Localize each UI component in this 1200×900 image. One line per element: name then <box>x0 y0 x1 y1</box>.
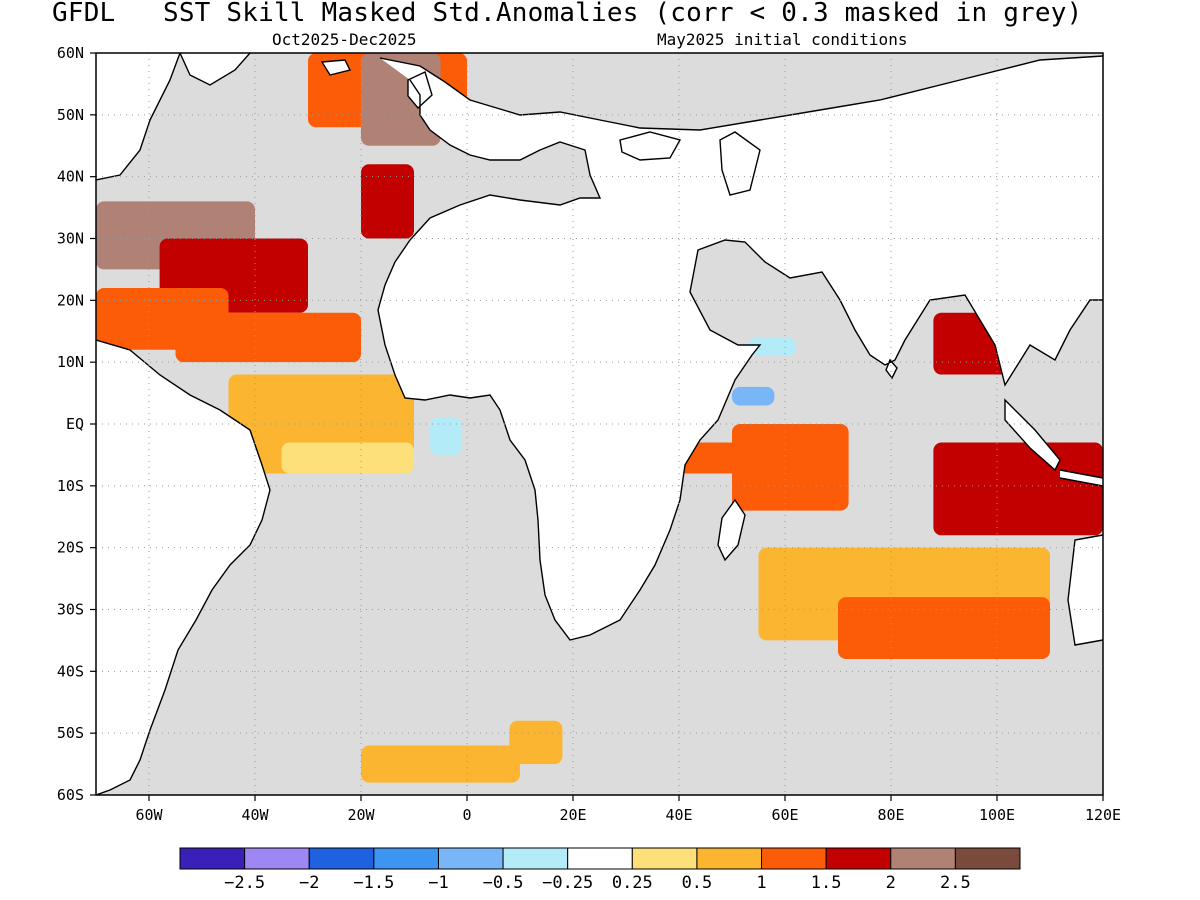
colorbar-label: −2 <box>299 873 319 893</box>
greenland-landmass <box>180 53 250 85</box>
australia-coastline <box>1067 534 1103 646</box>
lat-tick-label: 50N <box>57 106 84 124</box>
lon-tick-label: 60W <box>135 806 163 824</box>
colorbar-label: −0.25 <box>542 873 593 893</box>
lat-tick-label: 20N <box>57 291 84 309</box>
lon-tick-label: 20W <box>347 806 375 824</box>
colorbar-label: 1.5 <box>811 873 842 893</box>
anomaly-region-10 <box>747 337 796 356</box>
madagascar-coastline <box>717 498 746 562</box>
americas-coastline <box>96 53 271 795</box>
anomaly-region-18 <box>361 745 520 783</box>
australia-landmass <box>1068 535 1103 645</box>
colorbar-label: 0.25 <box>612 873 653 893</box>
anomaly-region-9 <box>429 417 462 455</box>
colorbar-label: −1.5 <box>353 873 394 893</box>
lat-tick-label: EQ <box>66 415 84 433</box>
colorbar-swatch <box>954 847 1021 870</box>
british-isles-landmass <box>408 72 432 108</box>
colorbar-swatch <box>179 847 246 870</box>
java-landmass <box>1060 470 1103 486</box>
black-sea-coastline <box>619 131 682 161</box>
lat-tick-label: 10N <box>57 353 84 371</box>
lon-tick-label: 60E <box>771 806 798 824</box>
lon-tick-label: 80E <box>877 806 904 824</box>
colorbar-label: 1 <box>756 873 766 893</box>
lat-tick-label: 40N <box>57 168 84 186</box>
anomaly-region-15 <box>933 442 1103 536</box>
anomaly-region-17 <box>838 597 1050 659</box>
colorbar-swatch <box>825 847 892 870</box>
colorbar-label: −0.5 <box>483 873 524 893</box>
anomaly-region-3 <box>175 312 361 363</box>
americas-landmass <box>96 53 270 795</box>
caspian-coastline <box>719 131 761 196</box>
lon-tick-label: 100E <box>979 806 1015 824</box>
colorbar-legend: −2.5 −2 −1.5 −1 −0.5 −0.25 0.25 0.5 1 1.5 2 2.5 <box>179 847 1021 893</box>
anomaly-region-11 <box>732 386 775 406</box>
lat-tick-label: 30N <box>57 230 84 248</box>
java-coastline <box>1059 469 1103 487</box>
lon-tick-label: 0 <box>462 806 471 824</box>
graticule <box>96 53 1103 795</box>
colorbar-swatch <box>244 847 310 870</box>
africa-eurasia-coastline <box>377 55 1103 641</box>
lon-tick-label: 120E <box>1085 806 1121 824</box>
anomaly-region-13 <box>679 442 759 474</box>
colorbar-label: 2 <box>886 873 896 893</box>
lat-tick-label: 60N <box>57 44 84 62</box>
lon-tick-label: 40E <box>665 806 692 824</box>
iceland-coastline <box>320 59 352 76</box>
anomaly-region-19 <box>509 720 563 765</box>
lon-tick-label: 20E <box>559 806 586 824</box>
sri-lanka-coastline <box>885 358 898 380</box>
colorbar-swatch <box>567 847 633 870</box>
colorbar-swatch <box>890 847 956 870</box>
anomaly-region-5 <box>281 442 414 474</box>
lat-tick-label: 50S <box>57 724 84 742</box>
longitude-axis: 60W 40W 20W 0 20E 40E 60E 80E 100E 120E <box>135 795 1121 824</box>
lat-tick-label: 20S <box>57 539 84 557</box>
lat-tick-label: 60S <box>57 786 84 804</box>
colorbar-swatch <box>308 847 375 870</box>
colorbar-swatch <box>502 847 569 870</box>
coastlines <box>96 53 1103 795</box>
lat-tick-label: 30S <box>57 601 84 619</box>
colorbar-swatch <box>373 847 439 870</box>
anomaly-region-8 <box>361 164 414 239</box>
british-isles-coastline <box>407 71 433 110</box>
sumatra-landmass <box>1005 400 1060 470</box>
lon-tick-label: 40W <box>241 806 269 824</box>
latitude-axis: 60N 50N 40N 30N 20N 10N EQ 10S 20S 30S 40S 50S 60S <box>57 44 96 804</box>
colorbar-label: −1 <box>428 873 448 893</box>
initial-conditions-subtitle: May2025 initial conditions <box>657 30 908 49</box>
africa-europe-asia-landmass <box>378 56 1103 640</box>
forecast-period-subtitle: Oct2025-Dec2025 <box>272 30 417 49</box>
colorbar-swatch <box>696 847 763 870</box>
anomaly-region-12 <box>732 424 849 511</box>
colorbar-swatch <box>437 847 504 870</box>
colorbar-swatch <box>761 847 827 870</box>
sumatra-coastline <box>1004 398 1061 472</box>
greenland-coastline <box>179 53 251 86</box>
lat-tick-label: 10S <box>57 477 84 495</box>
map-title: GFDL SST Skill Masked Std.Anomalies (cor… <box>52 0 1083 28</box>
colorbar-swatch <box>631 847 698 870</box>
colorbar-label: 2.5 <box>940 873 971 893</box>
colorbar-label: 0.5 <box>682 873 713 893</box>
lat-tick-label: 40S <box>57 662 84 680</box>
colorbar-label: −2.5 <box>224 873 265 893</box>
